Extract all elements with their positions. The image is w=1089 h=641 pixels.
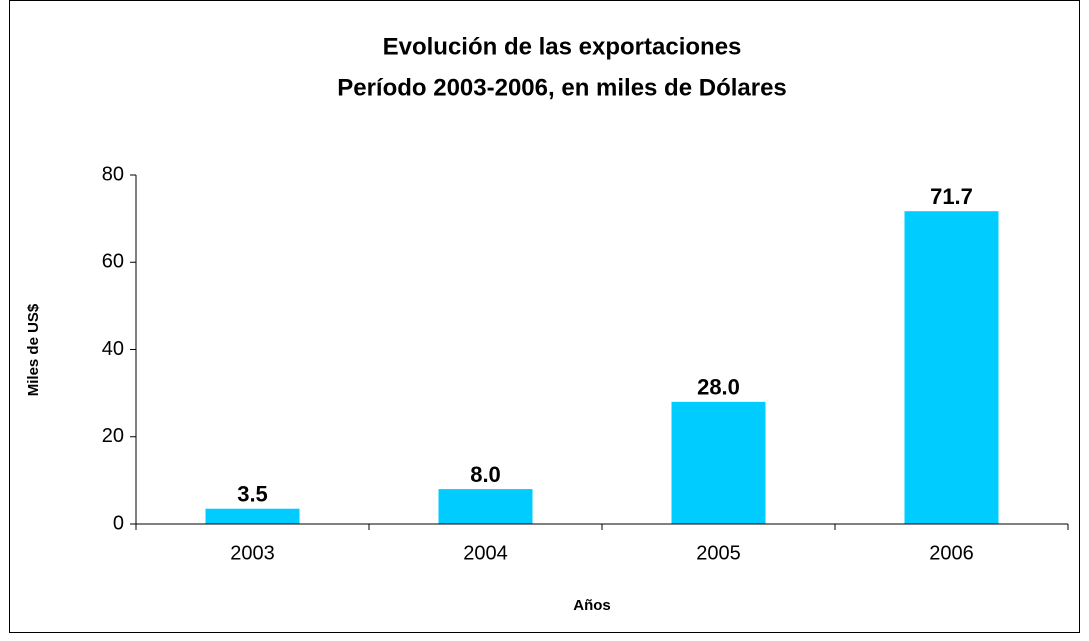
- x-axis-label: Años: [573, 597, 611, 614]
- data-label: 71.7: [930, 184, 973, 209]
- x-tick-label: 2003: [230, 542, 275, 564]
- y-tick-label: 0: [113, 512, 124, 534]
- x-tick-label: 2006: [929, 542, 974, 564]
- y-tick-label: 80: [102, 163, 124, 185]
- bar: [671, 401, 766, 524]
- x-tick-label: 2005: [696, 542, 741, 564]
- x-tick-label: 2004: [463, 542, 508, 564]
- data-label: 3.5: [237, 482, 268, 507]
- bar: [904, 211, 999, 525]
- y-axis-label: Miles de US$: [25, 303, 42, 396]
- bar: [205, 508, 300, 524]
- chart-subtitle: Período 2003-2006, en miles de Dólares: [337, 74, 787, 101]
- chart-title: Evolución de las exportaciones: [383, 33, 742, 60]
- y-tick-label: 60: [102, 251, 124, 273]
- bar: [438, 489, 533, 524]
- chart-border: [9, 0, 1080, 633]
- y-tick-label: 40: [102, 338, 124, 360]
- data-label: 8.0: [470, 462, 501, 487]
- y-tick-label: 20: [102, 425, 124, 447]
- data-label: 28.0: [697, 375, 740, 400]
